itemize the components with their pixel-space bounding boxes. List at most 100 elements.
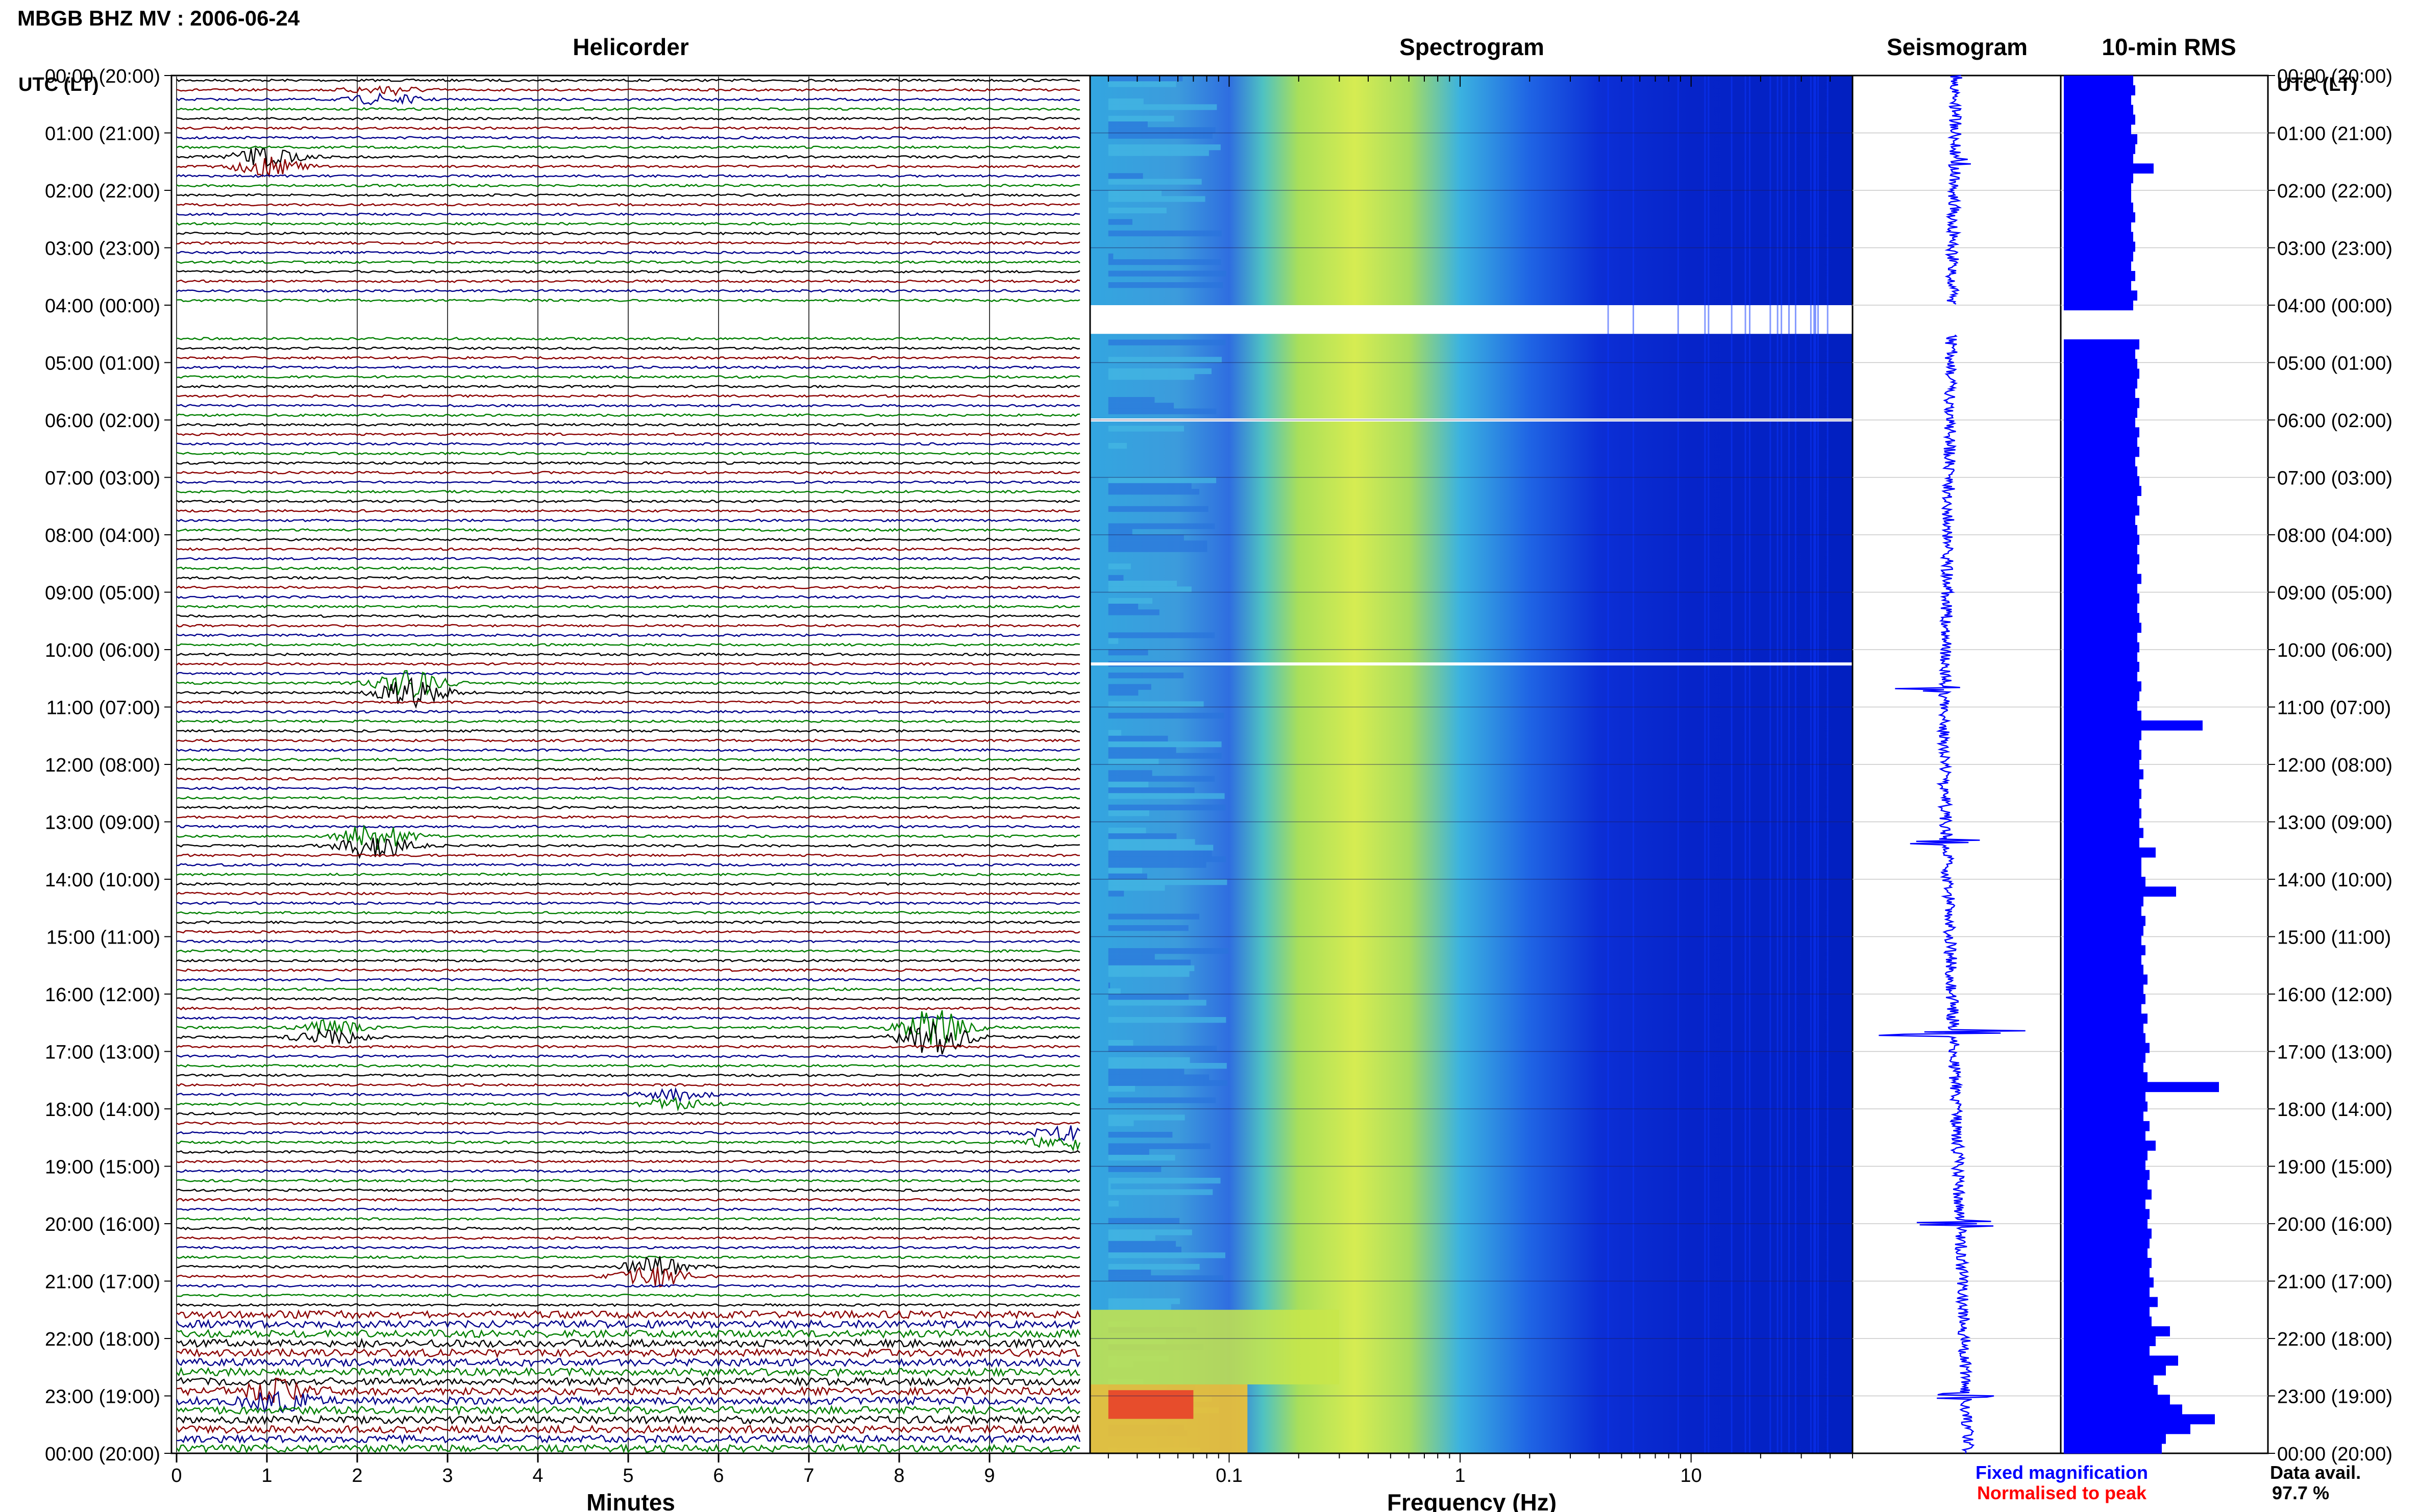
- spectrogram-band: [1108, 948, 1229, 954]
- rms-bar: [2064, 105, 2133, 115]
- helicorder-trace: [176, 719, 1080, 724]
- spectrogram-band: [1108, 1114, 1185, 1121]
- helicorder-trace: [176, 1443, 1080, 1454]
- rms-bar: [2064, 964, 2143, 975]
- helicorder-trace: [176, 1377, 1080, 1403]
- rms-bar: [2064, 1228, 2152, 1239]
- right-y-tick-label: 21:00 (17:00): [2277, 1272, 2392, 1293]
- rms-bar: [2064, 1384, 2158, 1395]
- spectrogram-band: [1108, 862, 1206, 868]
- left-y-tick-label: 16:00 (12:00): [45, 984, 160, 1006]
- spectrogram-band: [1108, 684, 1151, 690]
- rms-bar: [2064, 183, 2131, 193]
- helicorder-trace: [176, 1433, 1081, 1445]
- spectrogram-band: [1108, 374, 1195, 380]
- helicorder-trace: [176, 480, 1080, 484]
- helicorder-trace: [176, 949, 1080, 953]
- rms-bar: [2064, 515, 2135, 526]
- helicorder-trace: [176, 1179, 1080, 1183]
- helicorder-trace: [176, 145, 1080, 150]
- rms-bar: [2064, 251, 2133, 262]
- spectrogram-band: [1108, 833, 1177, 839]
- rms-bar: [2064, 1170, 2150, 1180]
- helicorder-trace: [176, 1246, 1080, 1250]
- helicorder-trace: [176, 987, 1080, 992]
- helicorder-trace: [176, 1217, 1080, 1221]
- spectrogram-band: [1108, 994, 1189, 1000]
- spectrogram-title: Spectrogram: [1399, 34, 1544, 60]
- spectrogram-band: [1108, 523, 1215, 529]
- helicorder-trace: [176, 1256, 1080, 1276]
- spectrogram-band: [1108, 609, 1159, 615]
- helicorder-xlabel: Minutes: [586, 1489, 675, 1512]
- rms-bar: [2064, 368, 2139, 379]
- right-y-tick-label: 00:00 (20:00): [2277, 66, 2392, 87]
- helicorder-trace: [176, 1125, 1080, 1142]
- rms-bar: [2064, 505, 2139, 516]
- rms-bar: [2064, 720, 2203, 731]
- spectrogram-band: [1108, 890, 1124, 897]
- rms-bar: [2064, 1219, 2148, 1229]
- helicorder-trace: [176, 1111, 1080, 1116]
- right-y-tick-label: 14:00 (10:00): [2277, 870, 2392, 891]
- spectrogram-band: [1108, 1229, 1192, 1235]
- rms-bar: [2064, 984, 2143, 995]
- rms-bar: [2064, 261, 2131, 271]
- helicorder-trace: [176, 595, 1080, 599]
- helicorder-trace: [176, 1188, 1080, 1193]
- helicorder-trace: [176, 461, 1080, 465]
- spectrogram-band: [1108, 1247, 1181, 1253]
- helicorder-trace: [176, 1073, 1080, 1078]
- spectrogram-band: [1108, 581, 1177, 587]
- rms-bar: [2064, 144, 2135, 154]
- spectrogram-band: [1108, 81, 1176, 87]
- rms-bar: [2064, 1121, 2150, 1131]
- spectrogram-band: [1108, 701, 1204, 707]
- helicorder-x-tick-label: 0: [171, 1465, 182, 1486]
- helicorder-trace: [176, 1207, 1080, 1211]
- rms-bar: [2064, 1297, 2158, 1307]
- spectrogram-band: [1108, 426, 1184, 432]
- spectrogram-band: [1108, 1017, 1226, 1023]
- rms-bar: [2064, 935, 2141, 946]
- right-y-tick-label: 01:00 (21:00): [2277, 123, 2392, 145]
- spectrogram-band: [1108, 1069, 1184, 1075]
- rms-bar: [2064, 1004, 2141, 1014]
- helicorder-trace: [176, 92, 1080, 106]
- rms-bar: [2064, 1082, 2219, 1093]
- rms-bar: [2064, 495, 2137, 506]
- helicorder-trace: [176, 1347, 1080, 1358]
- left-y-tick-label: 06:00 (02:00): [45, 410, 160, 432]
- helicorder-trace: [176, 509, 1080, 513]
- spectrogram-band: [1108, 1046, 1217, 1052]
- rms-bar: [2064, 681, 2141, 691]
- left-y-tick-label: 11:00 (07:00): [46, 698, 160, 719]
- spectrogram-band: [1108, 489, 1199, 495]
- helicorder-trace: [176, 451, 1080, 456]
- spectrogram-band: [1108, 867, 1143, 874]
- rms-bar: [2064, 447, 2139, 457]
- helicorder-trace: [176, 251, 1080, 255]
- rms-bar: [2064, 818, 2139, 829]
- spectrogram-band: [1108, 403, 1174, 409]
- rms-bar: [2064, 955, 2141, 965]
- spectrogram-band: [1108, 598, 1153, 604]
- rms-bar: [2064, 1258, 2152, 1268]
- spectrogram-band: [1108, 1298, 1180, 1304]
- helicorder-trace: [176, 375, 1080, 379]
- rms-bar: [2064, 1150, 2148, 1161]
- rms-bar: [2064, 672, 2137, 682]
- helicorder-trace: [176, 1121, 1080, 1125]
- spectrogram-band: [1108, 1000, 1206, 1006]
- helicorder-trace: [176, 662, 1080, 666]
- spectrogram-band: [1108, 1241, 1176, 1247]
- spectrogram-band: [1108, 1074, 1210, 1080]
- spectrogram-band: [1108, 1304, 1171, 1310]
- spectrogram-band: [1108, 954, 1155, 960]
- spectrogram-band: [1108, 845, 1214, 851]
- helicorder-trace: [176, 815, 1080, 819]
- rms-bar: [2064, 535, 2139, 545]
- spectrogram-band: [1108, 1189, 1213, 1195]
- helicorder-trace: [176, 729, 1080, 733]
- rms-bar: [2064, 232, 2133, 242]
